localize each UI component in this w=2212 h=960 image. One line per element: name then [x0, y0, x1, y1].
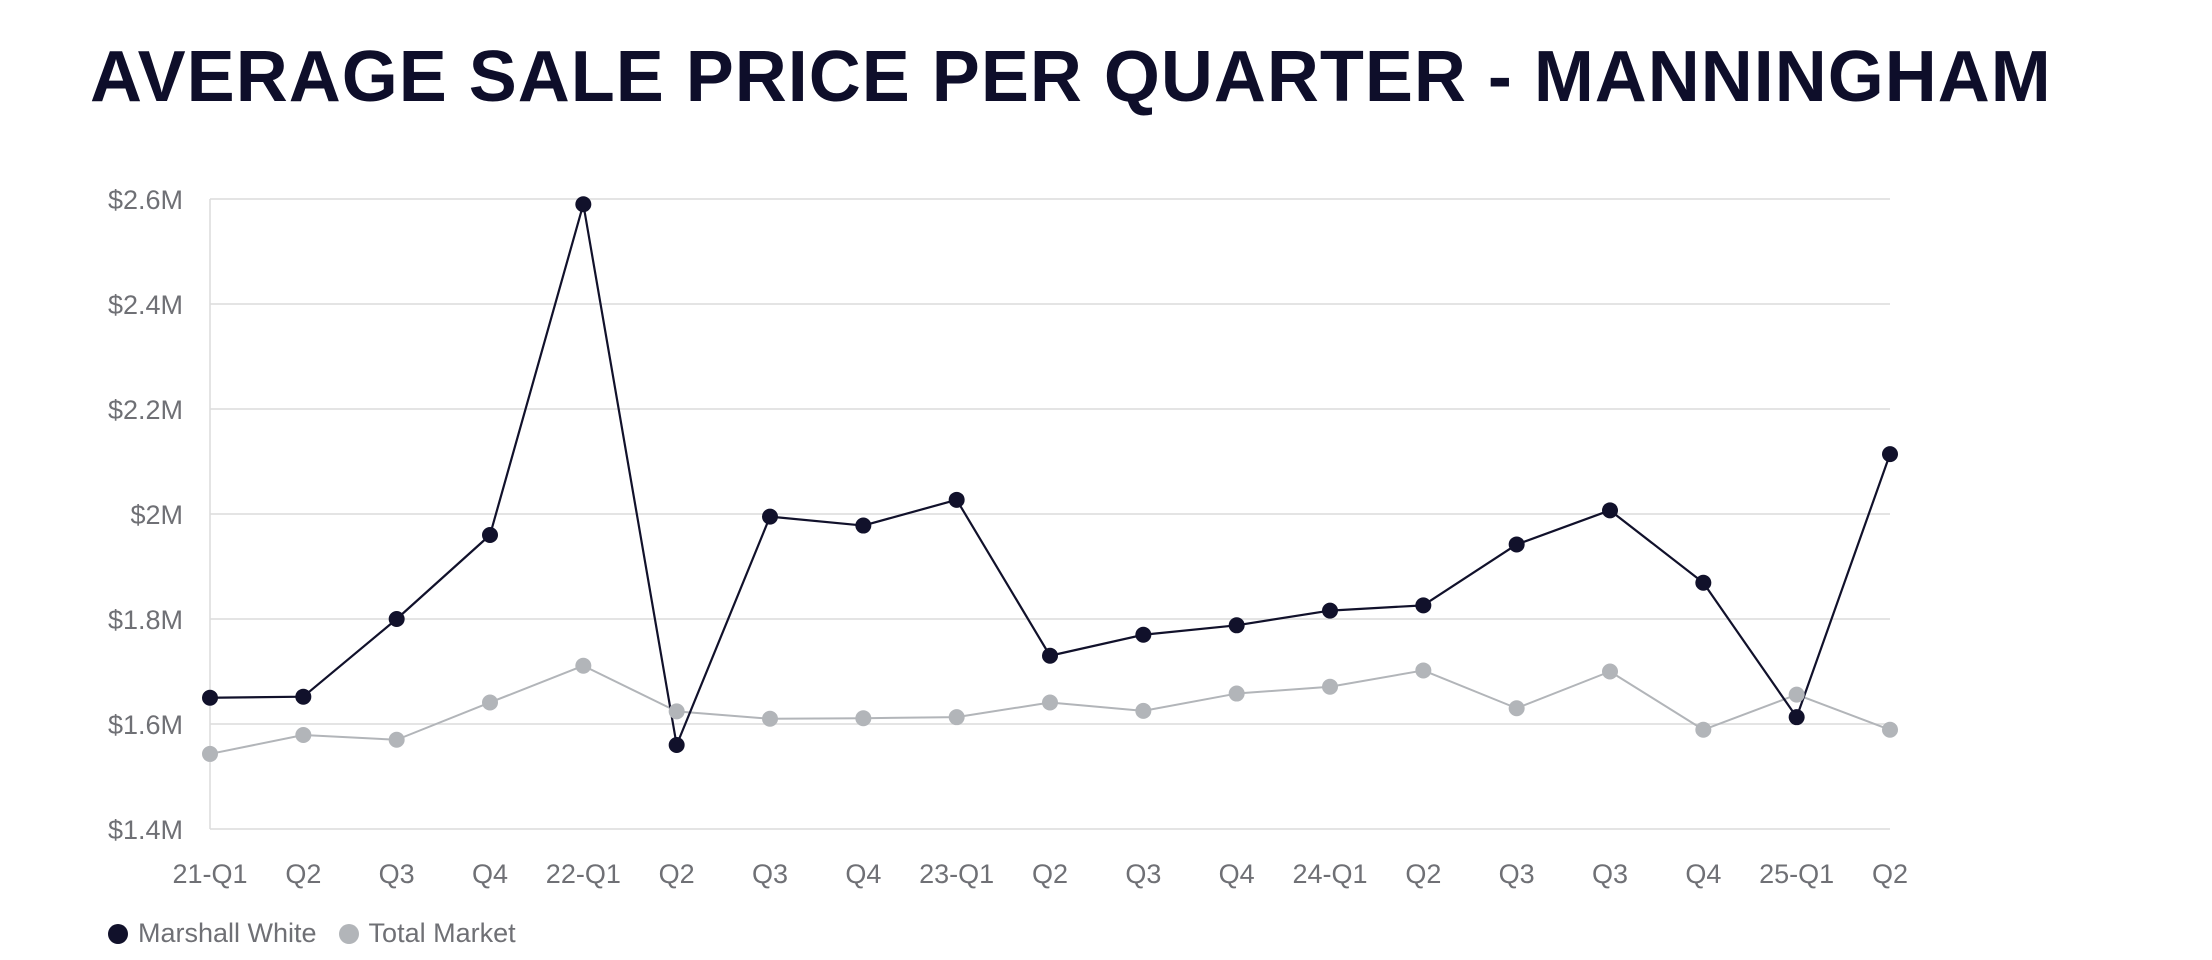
data-point-marshall-white-8[interactable]: [948, 491, 965, 508]
y-axis: $1.4M $1.6M $1.8M $2M $2.2M $2.4M $2.6M: [108, 185, 211, 845]
legend-marker-total-market: [338, 923, 359, 944]
x-tick-label-16: Q4: [1685, 859, 1721, 889]
data-point-marshall-white-10[interactable]: [1135, 626, 1152, 643]
x-tick-label-9: Q2: [1032, 859, 1068, 889]
series-line-marshall-white: [209, 203, 1892, 747]
data-point-total-market-15[interactable]: [1602, 663, 1618, 680]
data-point-marshall-white-2[interactable]: [388, 611, 405, 627]
data-point-total-market-5[interactable]: [668, 703, 685, 720]
data-point-total-market-16[interactable]: [1695, 721, 1712, 738]
data-point-marshall-white-16[interactable]: [1695, 574, 1712, 591]
x-tick-label-18: Q2: [1872, 859, 1908, 889]
data-point-marshall-white-4[interactable]: [575, 196, 592, 213]
y-tick-label-5: $2.4M: [108, 290, 183, 320]
x-tick-label-13: Q2: [1405, 859, 1441, 889]
y-tick-label-3: $2M: [130, 500, 183, 530]
legend-item-total-market[interactable]: Total Market: [338, 918, 516, 949]
x-tick-label-17: 25-Q1: [1759, 859, 1834, 889]
data-point-marshall-white-3[interactable]: [482, 527, 498, 543]
x-tick-label-3: Q4: [472, 859, 508, 889]
gridlines: [210, 198, 1890, 830]
data-point-marshall-white-1[interactable]: [295, 688, 312, 705]
data-point-marshall-white-6[interactable]: [762, 508, 778, 525]
data-point-total-market-18[interactable]: [1882, 721, 1898, 738]
data-point-marshall-white-0[interactable]: [202, 689, 218, 706]
legend-marker-marshall-white: [108, 923, 128, 944]
data-point-total-market-6[interactable]: [762, 710, 778, 727]
x-tick-label-7: Q4: [845, 859, 881, 889]
data-point-total-market-17[interactable]: [1788, 686, 1805, 703]
data-point-marshall-white-13[interactable]: [1415, 597, 1432, 614]
legend-label-total-market: Total Market: [368, 918, 516, 948]
x-tick-label-1: Q2: [285, 859, 321, 889]
data-point-marshall-white-18[interactable]: [1882, 446, 1898, 463]
x-tick-label-4: 22-Q1: [546, 859, 621, 889]
x-tick-label-15: Q3: [1592, 859, 1628, 889]
x-axis: 21-Q1 Q2 Q3 Q4 22-Q1 Q2 Q3 Q4 23-Q1 Q2 Q3 Q4 24-Q1 Q2…: [172, 859, 1908, 889]
x-tick-label-2: Q3: [379, 859, 415, 889]
y-tick-label-2: $1.8M: [108, 605, 183, 635]
data-point-marshall-white-5[interactable]: [668, 737, 685, 753]
y-tick-label-4: $2.2M: [108, 395, 183, 425]
x-tick-label-14: Q3: [1499, 859, 1535, 889]
series-points: [202, 196, 1898, 762]
data-point-total-market-13[interactable]: [1415, 662, 1432, 679]
data-point-total-market-11[interactable]: [1228, 685, 1245, 702]
data-point-marshall-white-17[interactable]: [1788, 709, 1805, 726]
x-tick-label-0: 21-Q1: [172, 859, 247, 889]
data-point-marshall-white-11[interactable]: [1228, 617, 1245, 634]
chart-title: AVERAGE SALE PRICE PER QUARTER - MANNING…: [90, 37, 2052, 117]
data-point-marshall-white-14[interactable]: [1508, 536, 1525, 553]
legend: Marshall White Total Market: [108, 918, 538, 949]
series-lines: [209, 203, 1892, 755]
y-tick-label-6: $2.6M: [108, 185, 183, 215]
data-point-marshall-white-7[interactable]: [855, 517, 872, 534]
data-point-total-market-14[interactable]: [1508, 700, 1525, 717]
data-point-marshall-white-9[interactable]: [1042, 647, 1058, 664]
y-tick-label-0: $1.4M: [108, 815, 183, 845]
x-tick-label-11: Q4: [1219, 859, 1255, 889]
data-point-marshall-white-15[interactable]: [1602, 502, 1618, 519]
x-tick-label-12: 24-Q1: [1292, 859, 1367, 889]
data-point-total-market-1[interactable]: [295, 727, 312, 744]
data-point-total-market-3[interactable]: [482, 694, 498, 711]
data-point-total-market-0[interactable]: [202, 745, 218, 762]
data-point-total-market-10[interactable]: [1135, 702, 1152, 719]
data-point-total-market-9[interactable]: [1042, 694, 1058, 711]
data-point-total-market-4[interactable]: [575, 657, 592, 674]
legend-item-marshall-white[interactable]: Marshall White: [108, 918, 317, 949]
data-point-total-market-7[interactable]: [855, 710, 872, 727]
x-tick-label-8: 23-Q1: [919, 859, 994, 889]
x-tick-label-10: Q3: [1125, 859, 1161, 889]
data-point-total-market-2[interactable]: [388, 731, 405, 748]
data-point-total-market-12[interactable]: [1322, 678, 1338, 695]
legend-label-marshall-white: Marshall White: [138, 918, 317, 948]
y-tick-label-1: $1.6M: [108, 710, 183, 740]
x-tick-label-5: Q2: [659, 859, 695, 889]
data-point-marshall-white-12[interactable]: [1322, 602, 1338, 619]
x-tick-label-6: Q3: [752, 859, 788, 889]
data-point-total-market-8[interactable]: [948, 709, 965, 726]
